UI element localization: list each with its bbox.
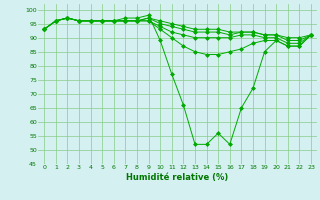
X-axis label: Humidité relative (%): Humidité relative (%) bbox=[126, 173, 229, 182]
